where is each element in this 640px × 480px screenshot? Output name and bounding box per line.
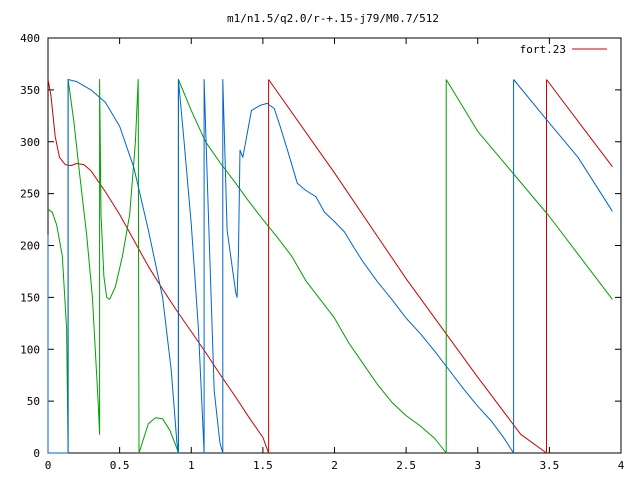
y-tick-label: 200 [20, 240, 40, 253]
legend-label: fort.23 [520, 43, 566, 56]
x-tick-label: 1.5 [253, 459, 273, 472]
plot-area: 0 0.5 1 1.5 2 2.5 3 3.5 4 0 50 100 150 200 250 300 350 40… [20, 32, 625, 472]
x-tick-label: 2 [331, 459, 338, 472]
series-layer [47, 79, 613, 454]
series-line-3 [47, 79, 613, 454]
x-tick-label: 1 [188, 459, 195, 472]
x-tick-label: 3 [474, 459, 481, 472]
y-tick-label: 0 [33, 447, 40, 460]
y-tick-label: 400 [20, 32, 40, 45]
plot-frame [47, 37, 622, 454]
axis-ticks: 0 0.5 1 1.5 2 2.5 3 3.5 4 0 50 100 150 200 250 300 350 40… [20, 32, 625, 472]
series-line-1 [47, 79, 613, 454]
y-tick-label: 150 [20, 291, 40, 304]
y-tick-label: 300 [20, 136, 40, 149]
x-tick-label: 4 [618, 459, 625, 472]
y-tick-label: 100 [20, 343, 40, 356]
x-tick-label: 0.5 [110, 459, 130, 472]
chart-title: m1/n1.5/q2.0/r-+.15-j79/M0.7/512 [227, 12, 439, 25]
series-line-2 [47, 79, 613, 454]
x-tick-label: 0 [45, 459, 52, 472]
y-tick-label: 50 [27, 395, 40, 408]
y-tick-label: 350 [20, 84, 40, 97]
legend: fort.23 [520, 43, 607, 56]
x-tick-label: 3.5 [539, 459, 559, 472]
y-tick-label: 250 [20, 188, 40, 201]
x-tick-label: 2.5 [396, 459, 416, 472]
